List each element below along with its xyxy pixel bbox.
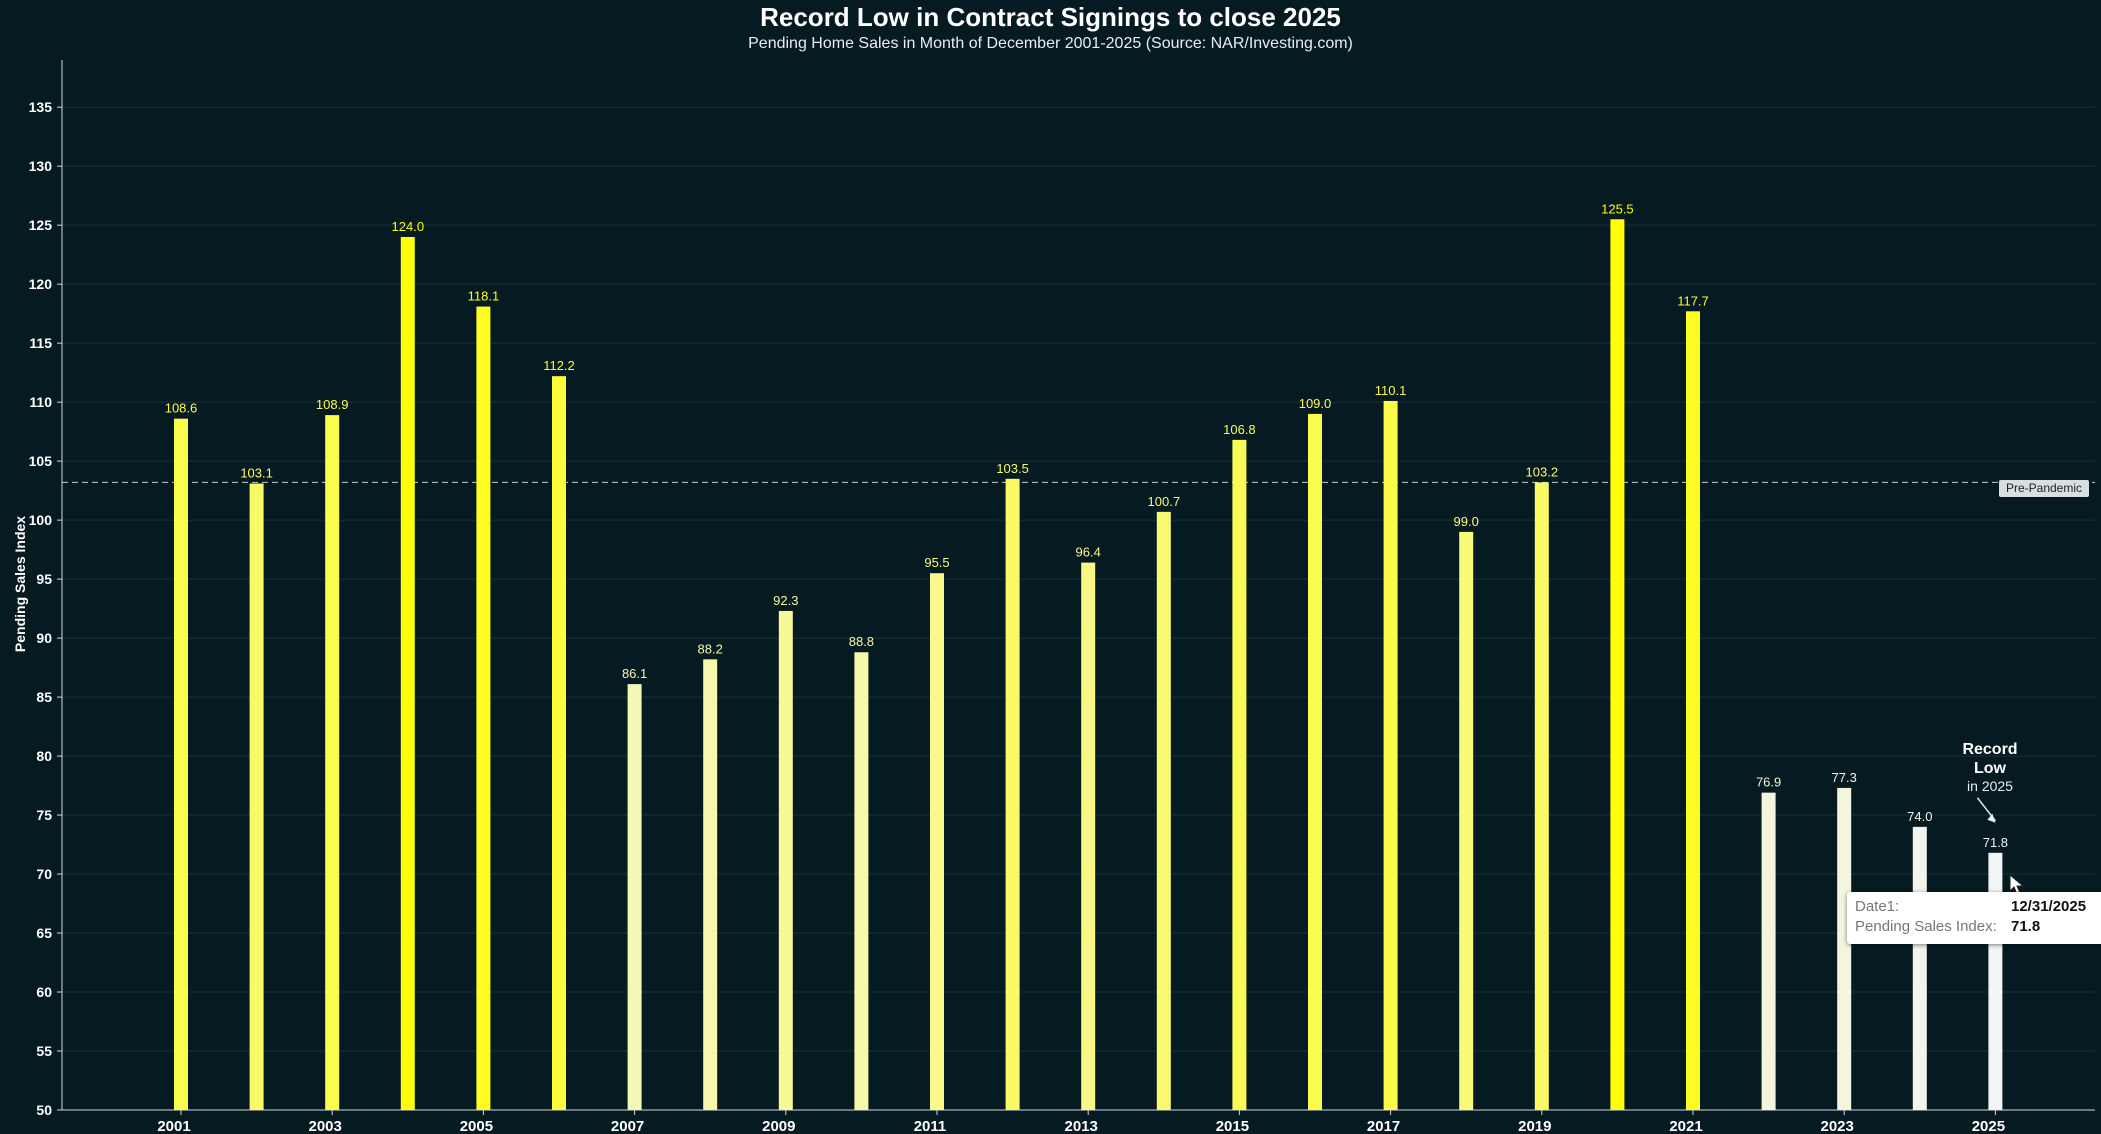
- bar-2021: [1686, 311, 1700, 1111]
- bar-2001: [174, 418, 188, 1110]
- bar-2009: [778, 610, 793, 1110]
- callout-line-1: Record: [1962, 741, 2018, 758]
- data-label-2003: 108.9: [316, 397, 349, 412]
- data-label-2020: 125.5: [1601, 201, 1634, 216]
- y-axis-label: Pending Sales Index: [12, 515, 28, 653]
- y-tick-label: 60: [36, 984, 52, 1000]
- data-label-2017: 110.1: [1375, 383, 1407, 398]
- y-tick-label: 65: [36, 925, 52, 941]
- x-tick-label: 2005: [460, 1118, 493, 1134]
- data-label-2004: 124.0: [392, 219, 425, 234]
- y-tick-label: 85: [36, 689, 52, 705]
- data-label-2011: 95.5: [924, 555, 949, 570]
- data-label-2025: 71.8: [1983, 835, 2008, 850]
- bar-2006: [552, 376, 566, 1110]
- hover-tooltip: Date1: 12/31/2025 Pending Sales Index: 7…: [1847, 892, 2101, 944]
- bar-2023: [1837, 787, 1852, 1110]
- bar-2008: [703, 659, 718, 1110]
- data-label-2018: 99.0: [1454, 514, 1479, 529]
- data-label-2002: 103.1: [240, 466, 273, 481]
- chart-title: Record Low in Contract Signings to close…: [760, 2, 1341, 32]
- data-label-2006: 112.2: [543, 358, 575, 373]
- x-tick-label: 2013: [1065, 1118, 1098, 1134]
- y-tick-label: 120: [29, 276, 53, 292]
- x-tick-label: 2011: [914, 1118, 947, 1134]
- y-tick-label: 100: [29, 512, 53, 528]
- data-label-2008: 88.2: [698, 641, 723, 656]
- tooltip-date-value: 12/31/2025: [2011, 898, 2087, 915]
- chart-subtitle: Pending Home Sales in Month of December …: [748, 35, 1353, 52]
- x-tick-label: 2003: [309, 1118, 342, 1134]
- record-low-callout: Record Low in 2025: [1930, 740, 2050, 795]
- bar-2010: [854, 652, 869, 1110]
- x-tick-label: 2015: [1216, 1118, 1249, 1134]
- x-tick-label: 2023: [1821, 1118, 1854, 1134]
- x-tick-label: 2025: [1972, 1118, 2005, 1134]
- data-label-2016: 109.0: [1299, 396, 1332, 411]
- callout-arrowhead: [1987, 813, 1996, 823]
- bar-2007: [627, 684, 642, 1110]
- bar-2017: [1383, 400, 1398, 1110]
- bar-2013: [1081, 562, 1096, 1110]
- y-tick-label: 80: [36, 748, 52, 764]
- bar-2014: [1156, 511, 1171, 1110]
- bar-2019: [1534, 482, 1549, 1110]
- y-tick-label: 90: [36, 630, 52, 646]
- tooltip-index-label: Pending Sales Index:: [1855, 918, 1997, 935]
- data-label-2007: 86.1: [622, 666, 647, 681]
- bar-2018: [1459, 531, 1474, 1110]
- y-tick-label: 110: [29, 394, 52, 410]
- data-label-2010: 88.8: [849, 634, 874, 649]
- bar-2022: [1761, 792, 1776, 1110]
- x-tick-label: 2007: [611, 1118, 644, 1134]
- x-tick-label: 2017: [1367, 1118, 1400, 1134]
- x-tick-label: 2021: [1669, 1118, 1702, 1134]
- data-label-2014: 100.7: [1148, 494, 1181, 509]
- x-tick-label: 2001: [157, 1118, 190, 1134]
- callout-line-3: in 2025: [1967, 778, 2013, 794]
- data-label-2024: 74.0: [1907, 809, 1932, 824]
- data-label-2001: 108.6: [165, 401, 198, 416]
- data-label-2019: 103.2: [1526, 464, 1559, 479]
- data-label-2021: 117.7: [1677, 293, 1709, 308]
- y-tick-label: 50: [36, 1102, 52, 1118]
- data-label-2009: 92.3: [773, 593, 798, 608]
- bar-2002: [249, 483, 264, 1111]
- bar-2015: [1232, 439, 1247, 1110]
- x-tick-label: 2019: [1518, 1118, 1551, 1134]
- bar-2011: [930, 573, 944, 1110]
- data-label-2012: 103.5: [996, 461, 1029, 476]
- data-label-2013: 96.4: [1076, 545, 1101, 560]
- y-tick-label: 70: [36, 866, 52, 882]
- y-tick-label: 105: [29, 453, 53, 469]
- tooltip-date-label: Date1:: [1855, 898, 1900, 915]
- bar-2020: [1610, 219, 1625, 1111]
- reference-line-label: Pre-Pandemic: [1999, 480, 2089, 497]
- y-tick-label: 55: [36, 1043, 52, 1059]
- y-tick-label: 95: [36, 571, 52, 587]
- bar-2005: [476, 306, 491, 1111]
- y-tick-label: 75: [36, 807, 52, 823]
- bar-2012: [1005, 478, 1020, 1111]
- bar-2016: [1308, 413, 1322, 1110]
- data-label-2015: 106.8: [1223, 422, 1256, 437]
- data-label-2022: 76.9: [1756, 775, 1781, 790]
- tooltip-index-value: 71.8: [2011, 918, 2041, 935]
- y-tick-label: 130: [29, 158, 53, 174]
- y-tick-label: 135: [29, 99, 53, 115]
- bar-2024: [1912, 826, 1927, 1110]
- bar-2003: [325, 415, 340, 1110]
- callout-line-2: Low: [1974, 760, 2006, 777]
- y-tick-label: 125: [29, 217, 53, 233]
- x-tick-label: 2009: [762, 1118, 795, 1134]
- bar-2004: [400, 236, 415, 1110]
- y-tick-label: 115: [29, 335, 52, 351]
- data-label-2005: 118.1: [468, 289, 500, 304]
- data-label-2023: 77.3: [1832, 770, 1857, 785]
